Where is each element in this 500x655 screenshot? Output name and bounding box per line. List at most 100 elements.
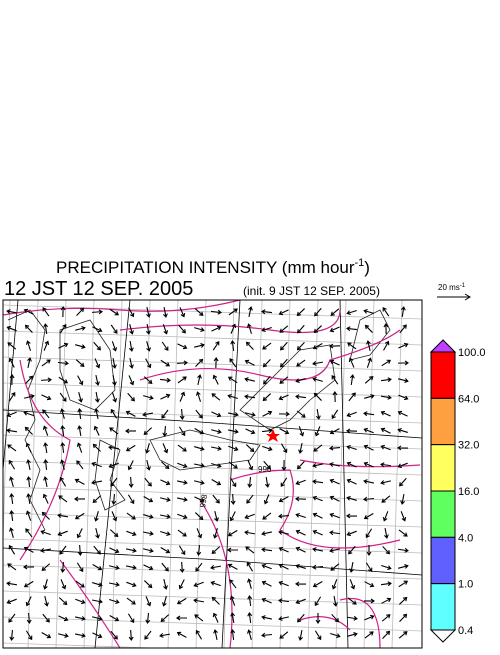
wind-arrow: [163, 306, 168, 318]
wind-arrow: [227, 547, 239, 553]
wind-arrow: [27, 357, 32, 369]
wind-arrow: [210, 309, 222, 315]
wind-arrow: [365, 528, 373, 539]
wind-arrow: [331, 613, 340, 623]
wind-arrow: [397, 410, 408, 417]
wind-arrow: [94, 358, 101, 369]
wind-arrow: [263, 375, 271, 385]
wind-arrow: [247, 612, 253, 624]
wind-arrow: [297, 324, 305, 334]
wind-arrow: [346, 326, 358, 332]
wind-arrow: [194, 428, 205, 435]
grid-line: [55, 300, 67, 648]
wind-arrow: [74, 512, 85, 520]
wind-arrow: [211, 429, 222, 434]
grid-line: [307, 300, 319, 648]
wind-arrow: [261, 428, 273, 434]
wind-arrow: [177, 462, 188, 469]
wind-arrow: [384, 527, 389, 539]
wind-arrow: [109, 427, 119, 435]
wind-arrow: [143, 395, 154, 400]
wind-arrow: [58, 342, 69, 349]
map-frame: [2, 299, 423, 649]
wind-arrow: [211, 478, 222, 486]
wind-arrow: [195, 562, 203, 572]
grid-line: [3, 512, 422, 528]
wind-arrow: [212, 494, 220, 504]
wind-arrow: [75, 359, 85, 367]
wind-arrow: [161, 562, 169, 572]
wind-arrow: [42, 613, 50, 623]
wind-arrow: [75, 580, 85, 588]
wind-scale-text: 20 ms: [438, 283, 460, 292]
wind-arrow: [108, 582, 120, 587]
wind-arrow: [126, 581, 137, 588]
wind-arrow: [313, 325, 323, 334]
title: PRECIPITATION INTENSITY (mm hour-1): [56, 257, 370, 277]
wind-arrow: [278, 309, 289, 316]
wind-arrow: [75, 326, 86, 331]
wind-arrow: [346, 428, 358, 434]
wind-arrow: [60, 561, 66, 573]
wind-arrow: [346, 478, 357, 485]
wind-arrow: [210, 446, 222, 451]
wind-arrow: [281, 459, 287, 471]
wind-arrow: [329, 428, 340, 435]
wind-arrow: [246, 494, 254, 504]
wind-arrow: [312, 343, 323, 350]
wind-arrow: [94, 408, 99, 420]
wind-arrow: [77, 425, 83, 437]
wind-arrow: [143, 376, 153, 384]
wind-arrow: [295, 581, 307, 587]
wind-arrow: [92, 495, 102, 504]
wind-arrow: [110, 324, 118, 334]
wind-arrow: [211, 411, 222, 418]
wind-arrow: [315, 612, 321, 624]
wind-arrow: [197, 374, 202, 386]
wind-arrow: [108, 445, 120, 451]
wind-arrow: [346, 495, 357, 501]
wind-arrow: [346, 461, 357, 468]
wind-arrow: [142, 412, 154, 417]
wind-arrow: [263, 460, 271, 470]
wind-arrow: [261, 615, 273, 620]
wind-arrow: [176, 497, 188, 502]
wind-arrows: [6, 306, 409, 641]
wind-arrow: [278, 496, 289, 503]
grid-line: [3, 642, 165, 648]
wind-arrow: [398, 631, 408, 639]
wind-arrow: [245, 444, 255, 453]
wind-arrow: [278, 546, 289, 553]
wind-arrow: [263, 494, 270, 505]
wind-arrow: [162, 324, 169, 335]
wind-arrow: [315, 408, 321, 420]
wind-arrow: [125, 410, 136, 417]
wind-arrow: [78, 392, 83, 403]
grid-line: [3, 616, 422, 632]
wind-arrow: [177, 376, 187, 384]
title-sup: -1: [355, 257, 365, 269]
wind-arrow: [143, 548, 154, 553]
wind-arrow: [329, 343, 341, 349]
wind-arrow: [279, 428, 290, 435]
wind-arrow: [227, 393, 238, 399]
wind-arrow: [160, 546, 171, 554]
wind-arrow: [295, 377, 306, 384]
wind-arrow: [23, 546, 34, 553]
wind-arrow: [211, 463, 222, 469]
colorbar-label: 0.4: [458, 625, 473, 637]
wind-arrow: [312, 512, 323, 519]
wind-arrow: [196, 528, 203, 539]
wind-arrow: [398, 342, 409, 349]
wind-arrow: [364, 581, 375, 588]
wind-arrow: [146, 307, 151, 318]
wind-arrow: [43, 340, 50, 351]
wind-arrow: [6, 428, 18, 434]
wind-arrow: [9, 374, 15, 386]
wind-arrow: [23, 308, 34, 315]
wind-arrow: [363, 444, 374, 451]
wind-arrow: [398, 529, 408, 537]
wind-arrow: [76, 442, 83, 453]
wind-arrow: [57, 360, 69, 366]
wind-arrow: [143, 580, 153, 589]
